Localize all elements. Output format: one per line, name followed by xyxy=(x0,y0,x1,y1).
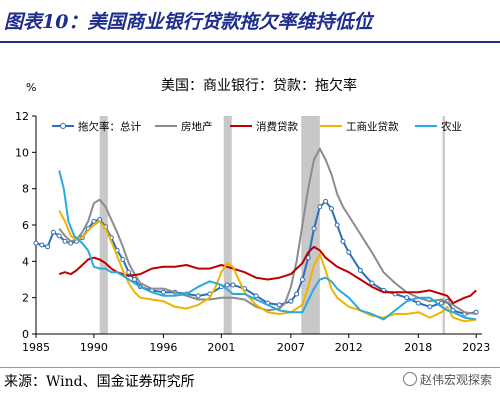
series-point-0 xyxy=(33,240,39,246)
series-point-0 xyxy=(126,269,132,275)
source-note: 来源：Wind、国金证券研究所 xyxy=(4,374,195,390)
series-point-0 xyxy=(311,226,317,232)
series-point-0 xyxy=(328,206,334,212)
series-point-0 xyxy=(56,233,62,239)
series-line-4 xyxy=(58,170,477,321)
x-tick-label: 2001 xyxy=(207,341,235,354)
y-tick-label: 4 xyxy=(22,255,29,268)
series-point-0 xyxy=(91,218,97,224)
series-point-0 xyxy=(224,282,230,288)
series-point-0 xyxy=(404,295,410,301)
series-point-0 xyxy=(299,277,305,282)
series-point-0 xyxy=(294,291,300,297)
series-point-0 xyxy=(195,293,201,299)
legend-label: 农业 xyxy=(441,120,462,133)
recession-band xyxy=(223,116,232,334)
y-axis-unit: % xyxy=(26,81,36,94)
legend-label: 消费贷款 xyxy=(256,120,298,133)
watermark: 赵伟宏观探索 xyxy=(402,371,492,388)
series-point-0 xyxy=(39,242,45,248)
source-rule xyxy=(0,367,500,368)
x-tick-label: 1985 xyxy=(22,341,50,354)
line-chart: 0 2 4 6 8 10 12 1985 1990 1996 2001 2007 2012 2018 202… xyxy=(15,77,490,354)
y-tick-label: 10 xyxy=(15,146,29,159)
recession-bands xyxy=(99,116,445,334)
series-point-0 xyxy=(438,300,444,306)
legend: 拖欠率：总计 房地产 消费贷款 工商业贷款 农业 xyxy=(52,120,462,133)
series-point-0 xyxy=(317,204,323,210)
recession-band xyxy=(442,116,445,334)
x-tick-label: 2023 xyxy=(462,341,490,354)
recession-band xyxy=(301,116,320,334)
series-point-0 xyxy=(427,304,433,310)
legend-label: 工商业贷款 xyxy=(346,120,399,133)
x-tick-label: 2007 xyxy=(277,341,305,354)
series-point-0 xyxy=(45,244,51,250)
legend-marker xyxy=(60,123,66,129)
x-tick-label: 1996 xyxy=(149,341,177,354)
y-tick-label: 12 xyxy=(15,110,29,123)
y-tick-label: 0 xyxy=(22,328,29,341)
chart-title: 美国：商业银行：贷款：拖欠率 xyxy=(161,77,357,94)
y-tick-label: 8 xyxy=(22,183,29,196)
series-point-0 xyxy=(288,298,294,304)
y-tick-label: 2 xyxy=(22,292,29,305)
series-point-0 xyxy=(131,277,137,282)
series-point-0 xyxy=(369,280,375,286)
legend-label: 拖欠率：总计 xyxy=(78,120,141,133)
series-point-0 xyxy=(334,222,340,228)
title-rule xyxy=(0,41,500,43)
series-point-0 xyxy=(50,229,56,235)
x-tick-label: 2018 xyxy=(404,341,432,354)
x-tick-label: 1990 xyxy=(80,341,108,354)
wechat-icon xyxy=(402,372,417,386)
series-point-0 xyxy=(62,238,68,244)
series-line-3 xyxy=(58,210,477,323)
series-line-1 xyxy=(58,147,477,315)
series-point-0 xyxy=(230,282,236,288)
series-point-0 xyxy=(340,238,346,244)
series-point-0 xyxy=(346,249,352,255)
x-tick-label: 2012 xyxy=(335,341,363,354)
y-tick-label: 6 xyxy=(22,219,29,232)
series-point-0 xyxy=(415,300,421,306)
watermark-text: 赵伟宏观探索 xyxy=(419,373,492,387)
series-line-2 xyxy=(58,245,477,305)
series-lines xyxy=(33,147,479,323)
figure-title: 图表10：美国商业银行贷款拖欠率维持低位 xyxy=(4,11,373,33)
series-point-0 xyxy=(357,267,363,273)
legend-label: 房地产 xyxy=(181,120,213,133)
series-point-0 xyxy=(323,198,329,204)
series-point-0 xyxy=(276,302,282,308)
series-point-0 xyxy=(120,257,126,263)
axis-ticks: 0 2 4 6 8 10 12 1985 1990 1996 2001 2007 2012 2018 202… xyxy=(15,110,490,354)
series-point-0 xyxy=(253,293,259,299)
series-point-0 xyxy=(160,289,166,295)
